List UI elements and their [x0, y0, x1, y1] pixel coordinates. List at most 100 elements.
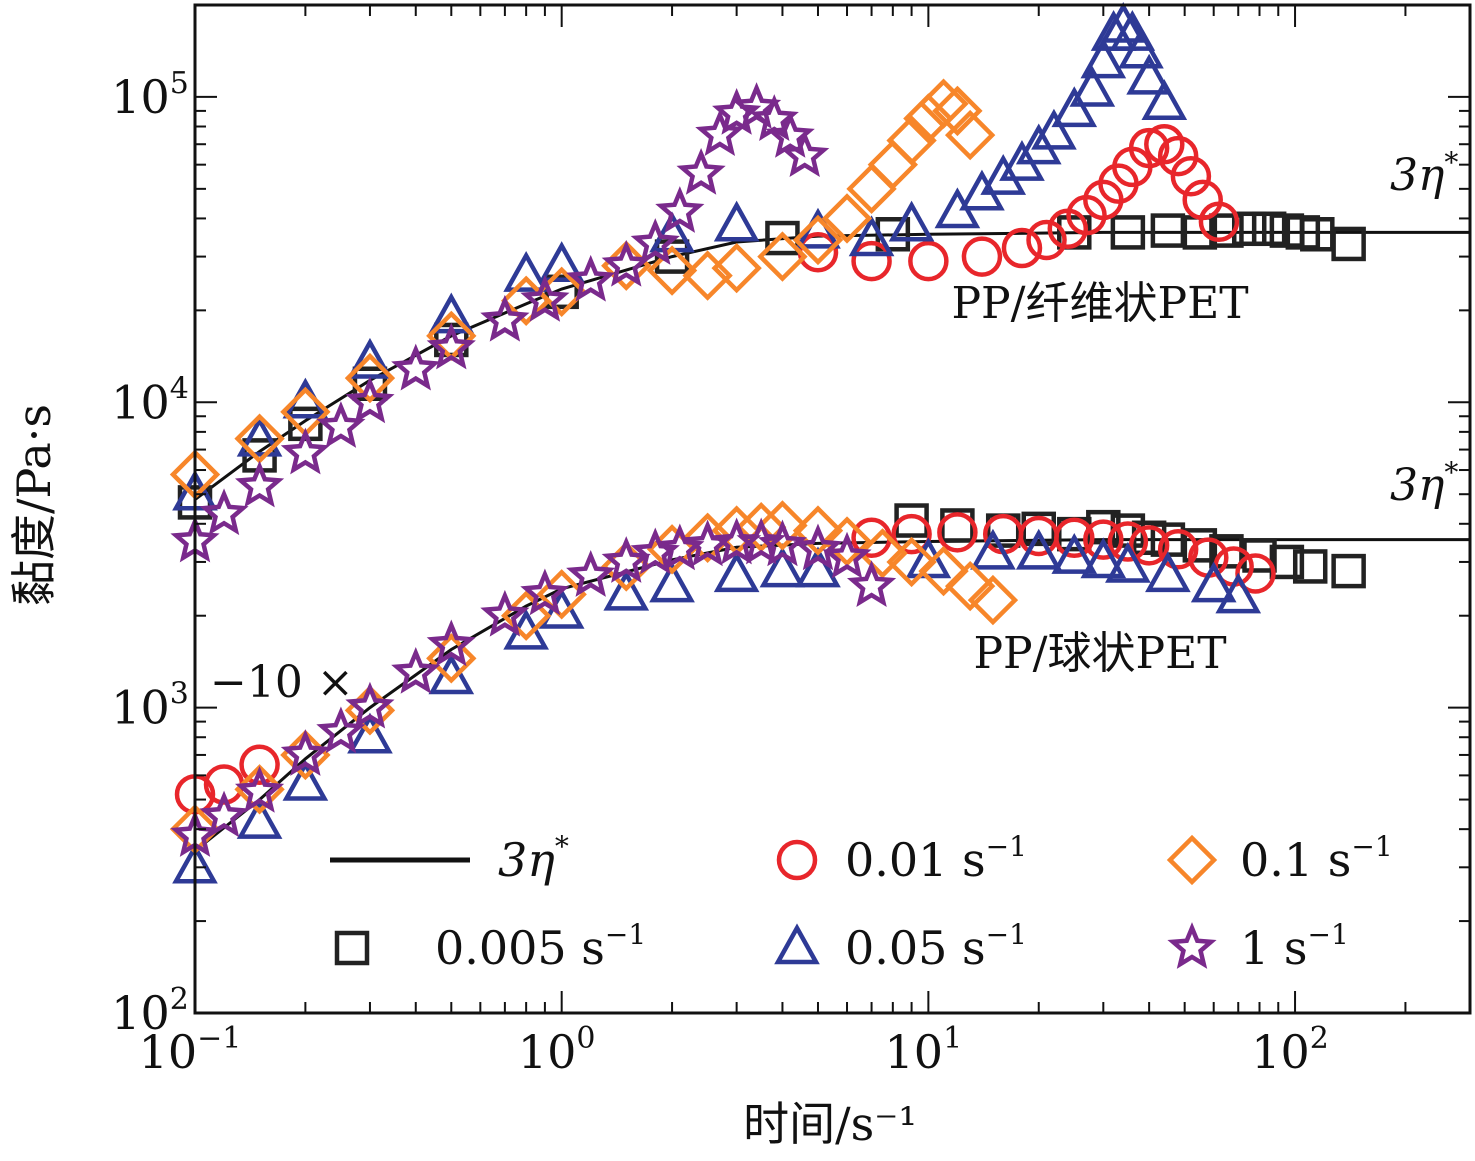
- data-point-square: [1292, 549, 1328, 584]
- data-point-star: [757, 519, 808, 567]
- data-point-circle: [1026, 219, 1067, 261]
- x-tick-label: 10−1: [139, 1021, 242, 1079]
- data-point-diamond: [867, 139, 919, 190]
- data-point-triangle: [538, 241, 585, 282]
- data-point-diamond: [886, 536, 937, 588]
- legend-square-swatch: [334, 930, 370, 966]
- data-point-diamond: [886, 115, 937, 166]
- legend-label-sup: *: [555, 830, 569, 863]
- fiber-line-label: 3η*: [1390, 146, 1458, 201]
- data-point-circle: [1001, 227, 1043, 269]
- legend-label: 0.005 s−1: [435, 918, 646, 975]
- tick-exp: −1: [197, 1021, 241, 1056]
- data-point-star: [765, 110, 815, 158]
- data-point-star: [520, 568, 570, 616]
- data-point-circle: [239, 744, 280, 786]
- data-point-triangle: [713, 551, 760, 593]
- data-point-star: [566, 550, 616, 597]
- data-point-triangle: [503, 250, 549, 292]
- data-point-star: [199, 790, 249, 838]
- data-point-square: [544, 274, 579, 310]
- data-point-diamond: [918, 545, 969, 597]
- plot-frame: [193, 3, 1472, 1015]
- data-point-circle: [1128, 127, 1170, 169]
- x-tick-label: 101: [885, 1021, 963, 1079]
- data-point-circle: [1235, 553, 1276, 594]
- data-point-star: [234, 460, 285, 508]
- data-point-diamond: [903, 93, 954, 144]
- data-point-triangle: [1051, 86, 1098, 128]
- data-point-star: [630, 527, 680, 575]
- data-point-star: [655, 186, 705, 233]
- data-point-circle: [1157, 135, 1199, 177]
- data-point-triangle: [428, 653, 475, 695]
- legend-label-base: 3η: [498, 833, 555, 887]
- data-point-triangle: [759, 546, 806, 588]
- scale-factor-note: −10 ×: [210, 657, 354, 708]
- data-point-star: [280, 729, 330, 776]
- legend-label: 0.01 s−1: [845, 830, 1027, 887]
- data-point-triangle: [236, 798, 283, 839]
- data-point-circle: [1054, 517, 1095, 559]
- tick-exp: 0: [576, 1021, 595, 1056]
- data-point-star: [676, 147, 726, 195]
- x-axis-label: 时间/s⁻¹: [743, 1097, 917, 1151]
- data-point-circle: [1128, 525, 1170, 566]
- legend-label-sup: −1: [1351, 830, 1392, 863]
- data-point-circle: [908, 240, 949, 282]
- legend-label-sup: −1: [986, 830, 1027, 863]
- data-point-triangle: [538, 587, 585, 629]
- data-point-diamond: [932, 85, 983, 137]
- data-point-star: [712, 88, 762, 135]
- data-point-triangle: [603, 569, 650, 611]
- legend-triangle-swatch: [774, 923, 820, 965]
- series-fiber-triangle: [172, 1, 1188, 511]
- data-point-diamond: [792, 214, 844, 266]
- axes-frame: [193, 3, 1472, 1015]
- legend-label: 0.1 s−1: [1240, 830, 1393, 887]
- data-point-star: [780, 130, 830, 178]
- data-point-diamond: [682, 512, 733, 563]
- data-point-star: [566, 254, 616, 302]
- axis-ticks: [194, 4, 1471, 1014]
- data-point-star: [426, 322, 476, 370]
- legend-item-star: 1 s−1: [1167, 918, 1349, 975]
- data-point-triangle: [1105, 541, 1151, 583]
- fiber-line-label-base: 3η: [1390, 150, 1444, 201]
- data-point-square: [1110, 215, 1146, 250]
- legend-circle-swatch: [776, 839, 818, 881]
- x-tick-labels: 10−1 100 101 102: [139, 1021, 1329, 1079]
- tick-exp: 1: [943, 1021, 962, 1056]
- y-tick-label: 105: [111, 66, 189, 124]
- data-point-triangle: [888, 200, 935, 242]
- data-point-diamond: [857, 528, 908, 579]
- data-point-triangle: [1051, 532, 1098, 574]
- data-point-triangle: [848, 215, 895, 257]
- data-point-star: [846, 560, 897, 608]
- legend-label: 0.05 s−1: [845, 918, 1027, 975]
- series-fiber-circle: [797, 123, 1240, 282]
- y-tick-label: 102: [111, 982, 189, 1040]
- tick-base: 10: [1251, 1025, 1310, 1079]
- data-point-triangle: [1031, 108, 1077, 150]
- data-point-triangle: [347, 712, 393, 754]
- data-point-triangle: [1190, 561, 1237, 603]
- data-point-circle: [961, 236, 1003, 277]
- data-point-triangle: [1015, 528, 1062, 570]
- data-point-diamond: [821, 193, 873, 244]
- data-point-triangle: [713, 200, 760, 242]
- data-point-diamond: [536, 569, 587, 620]
- legend-label: 1 s−1: [1240, 918, 1349, 975]
- legend-item-diamond: 0.1 s−1: [1166, 830, 1393, 887]
- data-point-star: [793, 523, 843, 571]
- data-point-star: [601, 239, 651, 287]
- data-point-star: [280, 427, 330, 475]
- data-point-square: [1150, 213, 1186, 248]
- tick-base: 10: [518, 1025, 577, 1079]
- data-point-diamond: [757, 500, 808, 551]
- data-point-circle: [851, 240, 892, 282]
- tick-base: 10: [111, 986, 170, 1040]
- plot-area: [169, 1, 1470, 884]
- sphere-line-label-base: 3η: [1390, 460, 1444, 511]
